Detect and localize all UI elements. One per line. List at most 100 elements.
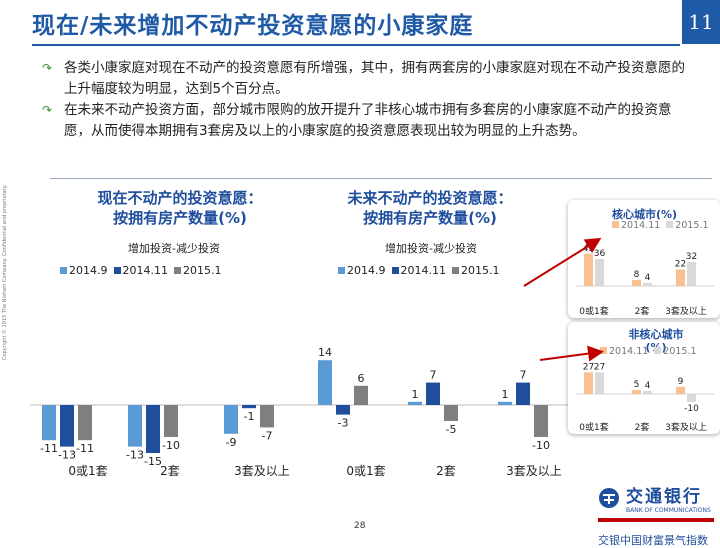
bar-present-2-0 bbox=[78, 405, 92, 441]
future-title-line1: 未来不动产的投资意愿： bbox=[347, 189, 513, 207]
data-label: -10 bbox=[532, 439, 550, 452]
legend-item: 2015.1 bbox=[452, 264, 500, 277]
page-title: 现在/未来增加不动产投资意愿的小康家庭 bbox=[32, 13, 474, 39]
category-label: 0或1套 bbox=[68, 464, 107, 478]
data-label: 27 bbox=[594, 362, 605, 372]
bank-emblem-icon bbox=[599, 488, 619, 508]
bar-core-0-0 bbox=[584, 253, 593, 286]
data-label: 1 bbox=[502, 388, 509, 401]
category-label: 2套 bbox=[635, 305, 650, 316]
bullet-2-text: 在未来不动产投资方面，部分城市限购的放开提升了非核心城市拥有多套房的小康家庭不动… bbox=[64, 102, 672, 139]
bar-noncore-1-2 bbox=[687, 394, 696, 402]
data-label: 4 bbox=[645, 273, 651, 283]
present-chart-title: 现在不动产的投资意愿： 按拥有房产数量(%) bbox=[80, 188, 280, 228]
data-label: 4 bbox=[645, 381, 651, 391]
data-label: -10 bbox=[684, 404, 699, 414]
present-subtitle: 增加投资-减少投资 bbox=[128, 242, 220, 255]
category-label: 0或1套 bbox=[579, 421, 608, 433]
core-legend: 2014.11 2015.1 bbox=[612, 220, 709, 231]
present-legend: 2014.9 2014.11 2015.1 bbox=[60, 264, 222, 277]
bar-present-1-0 bbox=[60, 405, 74, 447]
bar-core-1-2 bbox=[687, 262, 696, 286]
data-label: 43 bbox=[583, 244, 594, 254]
data-label: -11 bbox=[76, 442, 94, 455]
category-label: 2套 bbox=[160, 464, 180, 478]
bar-future-2-2 bbox=[534, 405, 548, 437]
bar-present-2-1 bbox=[164, 405, 178, 437]
data-label: 6 bbox=[358, 372, 365, 385]
bar-future-2-1 bbox=[444, 405, 458, 421]
bar-present-1-1 bbox=[146, 405, 160, 453]
data-label: 22 bbox=[675, 260, 686, 270]
category-label: 3套及以上 bbox=[506, 464, 562, 478]
category-label: 3套及以上 bbox=[665, 421, 707, 433]
legend-item: 2015.1 bbox=[666, 220, 709, 231]
future-title-line2: 按拥有房产数量(%) bbox=[363, 209, 497, 227]
bar-noncore-1-0 bbox=[595, 372, 604, 394]
bar-core-1-0 bbox=[595, 259, 604, 286]
bar-noncore-0-2 bbox=[676, 386, 685, 394]
legend-item: 2015.1 bbox=[174, 264, 222, 277]
noncore-cities-panel bbox=[568, 322, 720, 434]
data-label: 14 bbox=[318, 346, 332, 359]
bar-future-1-0 bbox=[336, 405, 350, 415]
category-label: 3套及以上 bbox=[234, 464, 290, 478]
category-label: 0或1套 bbox=[579, 305, 608, 316]
bar-present-0-2 bbox=[224, 405, 238, 434]
bar-future-0-0 bbox=[318, 360, 332, 405]
legend-item: 2014.11 bbox=[612, 220, 660, 231]
bar-present-2-2 bbox=[260, 405, 274, 428]
legend-item: 2014.9 bbox=[60, 264, 108, 277]
legend-item: 2014.9 bbox=[338, 264, 386, 277]
present-title-line1: 现在不动产的投资意愿： bbox=[97, 189, 263, 207]
bank-red-stripe bbox=[598, 518, 714, 522]
bar-present-1-2 bbox=[242, 405, 256, 409]
bar-future-2-0 bbox=[354, 385, 368, 405]
present-title-line2: 按拥有房产数量(%) bbox=[113, 209, 247, 227]
bullet-icon: ↷ bbox=[42, 61, 53, 75]
data-label: 7 bbox=[520, 369, 527, 382]
future-legend: 2014.9 2014.11 2015.1 bbox=[338, 264, 500, 277]
noncore-bars-group: 27 27 0或1套 5 4 2套 9 -10 3套及以上 bbox=[576, 362, 714, 433]
bar-core-0-1 bbox=[632, 280, 641, 286]
bar-core-0-2 bbox=[676, 269, 685, 286]
data-label: -9 bbox=[226, 436, 237, 449]
data-label: 9 bbox=[678, 377, 684, 387]
bar-future-1-1 bbox=[426, 382, 440, 405]
bar-future-0-2 bbox=[498, 401, 512, 405]
bar-noncore-0-0 bbox=[584, 372, 593, 394]
data-label: -7 bbox=[262, 429, 273, 442]
category-label: 2套 bbox=[436, 464, 456, 478]
core-title: 核心城市(%) bbox=[612, 208, 678, 221]
bar-present-0-0 bbox=[42, 405, 56, 441]
category-label: 3套及以上 bbox=[665, 305, 707, 316]
data-label: 32 bbox=[686, 252, 697, 262]
bar-noncore-1-1 bbox=[643, 390, 652, 394]
data-label: 36 bbox=[594, 249, 606, 259]
data-label: -15 bbox=[144, 455, 162, 468]
bullet-1: ↷ 各类小康家庭对现在不动产的投资意愿有所增强，其中，拥有两套房的小康家庭对现在… bbox=[42, 58, 692, 99]
category-label: 0或1套 bbox=[346, 464, 385, 478]
bullet-2: ↷ 在未来不动产投资方面，部分城市限购的放开提升了非核心城市拥有多套房的小康家庭… bbox=[42, 100, 692, 141]
bar-future-0-1 bbox=[408, 401, 422, 405]
noncore-chart: 27 27 0或1套 5 4 2套 9 -10 3套及以上 bbox=[576, 362, 714, 433]
category-label: 2套 bbox=[635, 421, 650, 433]
legend-item: 2015.1 bbox=[654, 346, 697, 357]
data-label: -10 bbox=[162, 439, 180, 452]
bullet-icon: ↷ bbox=[42, 103, 53, 117]
bank-name: 交通银行 bbox=[626, 487, 702, 507]
future-subtitle: 增加投资-减少投资 bbox=[385, 242, 477, 255]
data-label: 27 bbox=[583, 362, 594, 372]
legend-item: 2014.11 bbox=[391, 264, 446, 277]
bar-future-1-2 bbox=[516, 382, 530, 405]
legend-item: 2014.11 bbox=[113, 264, 168, 277]
future-chart-title: 未来不动产的投资意愿： 按拥有房产数量(%) bbox=[330, 188, 530, 228]
bank-english-name: BANK OF COMMUNICATIONS bbox=[626, 507, 711, 514]
data-label: -13 bbox=[126, 449, 144, 462]
bank-logo: 交通银行 BANK OF COMMUNICATIONS 交银中国财富景气指数 bbox=[598, 482, 718, 548]
data-label: 8 bbox=[634, 270, 640, 280]
